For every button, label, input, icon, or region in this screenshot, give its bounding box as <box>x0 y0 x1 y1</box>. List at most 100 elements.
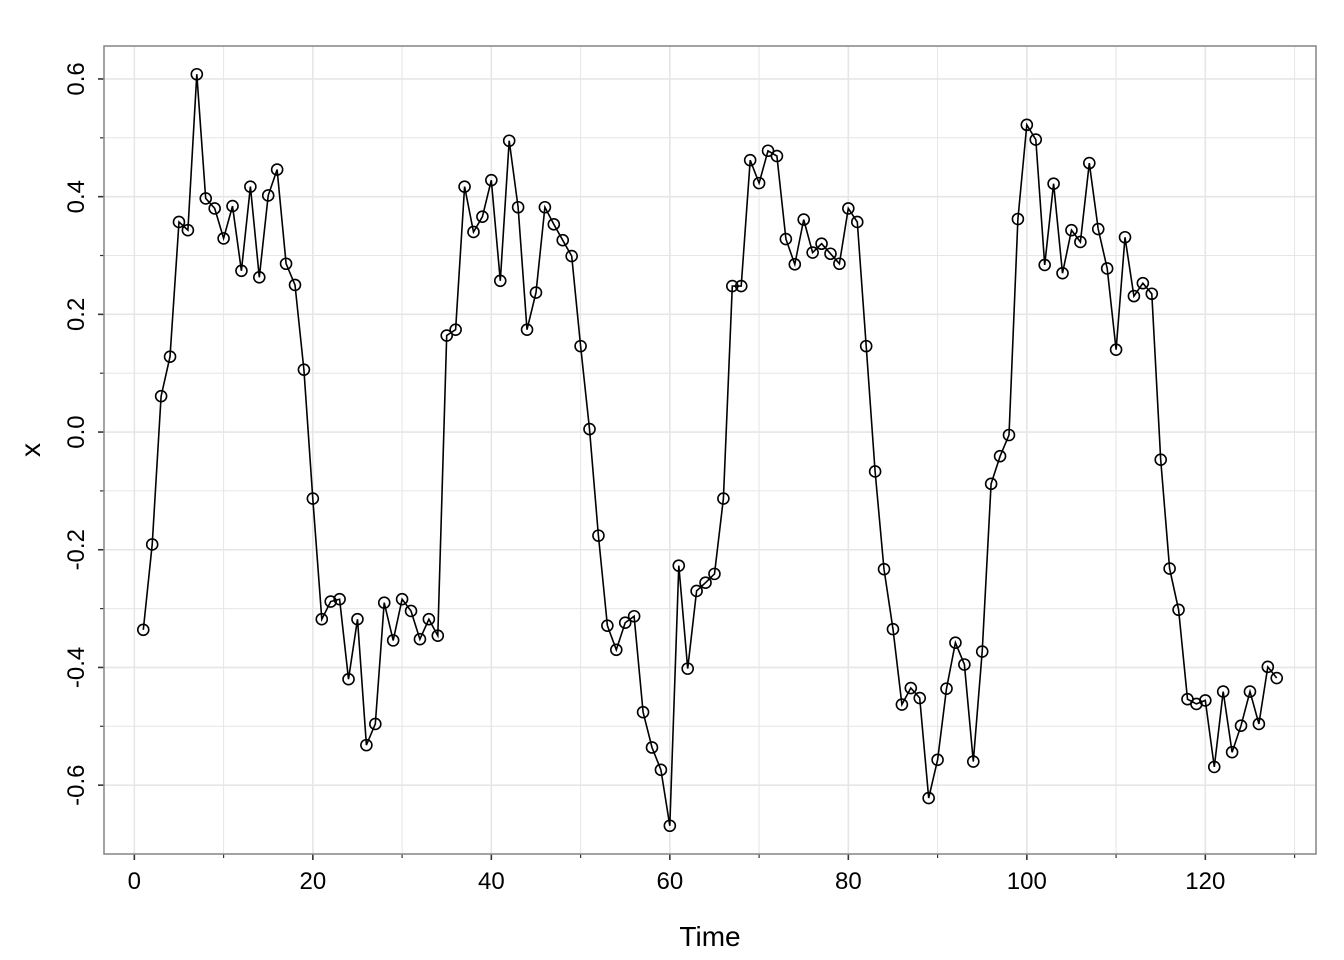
data-point <box>556 233 570 247</box>
y-axis-ticks: -0.6 -0.4 -0.2 0.0 0.2 0.4 0.6 <box>63 62 104 806</box>
data-point <box>574 339 587 353</box>
data-point <box>636 705 650 719</box>
data-point <box>645 741 659 754</box>
data-point <box>1127 289 1141 303</box>
data-point <box>404 604 418 618</box>
data-point <box>717 492 730 505</box>
y-tick-label: -0.2 <box>63 529 90 570</box>
data-point <box>1207 760 1221 774</box>
data-point <box>369 717 382 731</box>
y-axis-title: x <box>15 443 46 457</box>
data-point <box>413 632 427 646</box>
data-point <box>1172 603 1185 617</box>
data-point <box>1252 717 1266 731</box>
data-point <box>1136 276 1150 290</box>
data-point <box>583 422 596 436</box>
data-point <box>913 691 927 705</box>
panel-border <box>103 45 1317 855</box>
data-point <box>1065 223 1078 237</box>
data-point <box>458 180 471 193</box>
y-tick-label: -0.6 <box>63 764 90 805</box>
data-point <box>833 257 846 271</box>
data-point <box>1261 660 1275 674</box>
x-tick-label: 0 <box>128 868 141 895</box>
data-point <box>261 189 275 202</box>
data-point <box>493 274 507 288</box>
data-point <box>547 218 561 231</box>
data-point <box>529 286 543 299</box>
data-point <box>377 596 391 610</box>
data-point <box>422 612 436 626</box>
data-point <box>1216 685 1230 698</box>
data-point <box>761 144 775 158</box>
data-point <box>850 215 864 229</box>
data-point <box>940 682 953 695</box>
data-point <box>1225 745 1239 759</box>
data-point <box>190 67 204 81</box>
x-axis-title: Time <box>679 921 740 952</box>
data-point <box>690 584 703 598</box>
data-point <box>395 592 409 606</box>
data-point <box>779 232 793 246</box>
data-point <box>270 163 284 176</box>
data-point <box>467 225 480 239</box>
data-point <box>966 755 980 768</box>
x-tick-label: 40 <box>478 868 505 895</box>
x-tick-label: 80 <box>835 868 862 895</box>
data-point <box>975 645 989 658</box>
data-point <box>1154 453 1168 467</box>
data-point <box>824 247 837 261</box>
data-point <box>538 200 552 214</box>
data-point <box>520 323 534 336</box>
data-point <box>877 562 891 576</box>
data-point <box>842 202 855 215</box>
data-point <box>252 270 266 284</box>
data-point <box>654 763 668 777</box>
data-point <box>618 616 632 630</box>
data-point <box>601 619 614 632</box>
data-point <box>609 643 623 657</box>
x-tick-label: 20 <box>299 868 326 895</box>
y-tick-label: -0.4 <box>63 647 90 688</box>
y-tick-label: 0.6 <box>63 62 90 95</box>
data-point <box>226 199 239 213</box>
x-tick-label: 100 <box>1007 868 1047 895</box>
data-point <box>699 576 712 590</box>
data-point <box>743 153 757 167</box>
data-point <box>386 634 400 647</box>
data-point <box>931 753 944 767</box>
data-point <box>431 629 445 642</box>
data-point <box>360 738 373 752</box>
data-point <box>1011 212 1025 226</box>
data-point <box>788 258 802 271</box>
data-point <box>288 278 302 292</box>
data-point <box>181 223 195 237</box>
data-point <box>449 323 462 336</box>
data-point <box>993 449 1007 463</box>
data-point <box>485 173 498 187</box>
data-point <box>511 200 525 214</box>
series-points <box>136 67 1284 833</box>
data-point <box>592 529 605 542</box>
data-point <box>502 134 516 148</box>
data-point <box>440 329 454 342</box>
data-point <box>1109 343 1123 356</box>
data-point <box>1234 719 1248 733</box>
data-point <box>217 232 230 245</box>
data-point <box>342 672 355 686</box>
data-point <box>984 477 998 491</box>
data-point <box>306 492 320 505</box>
data-point <box>868 465 882 478</box>
data-point <box>663 819 677 833</box>
data-point <box>351 612 364 626</box>
data-point <box>1074 235 1087 249</box>
data-point <box>886 622 900 636</box>
data-point <box>672 559 686 572</box>
data-point <box>752 176 766 190</box>
data-point <box>1002 428 1016 442</box>
data-point <box>815 237 828 251</box>
data-point <box>1199 694 1212 707</box>
data-point <box>476 210 489 223</box>
x-tick-label: 60 <box>656 868 683 895</box>
data-point <box>324 595 337 608</box>
